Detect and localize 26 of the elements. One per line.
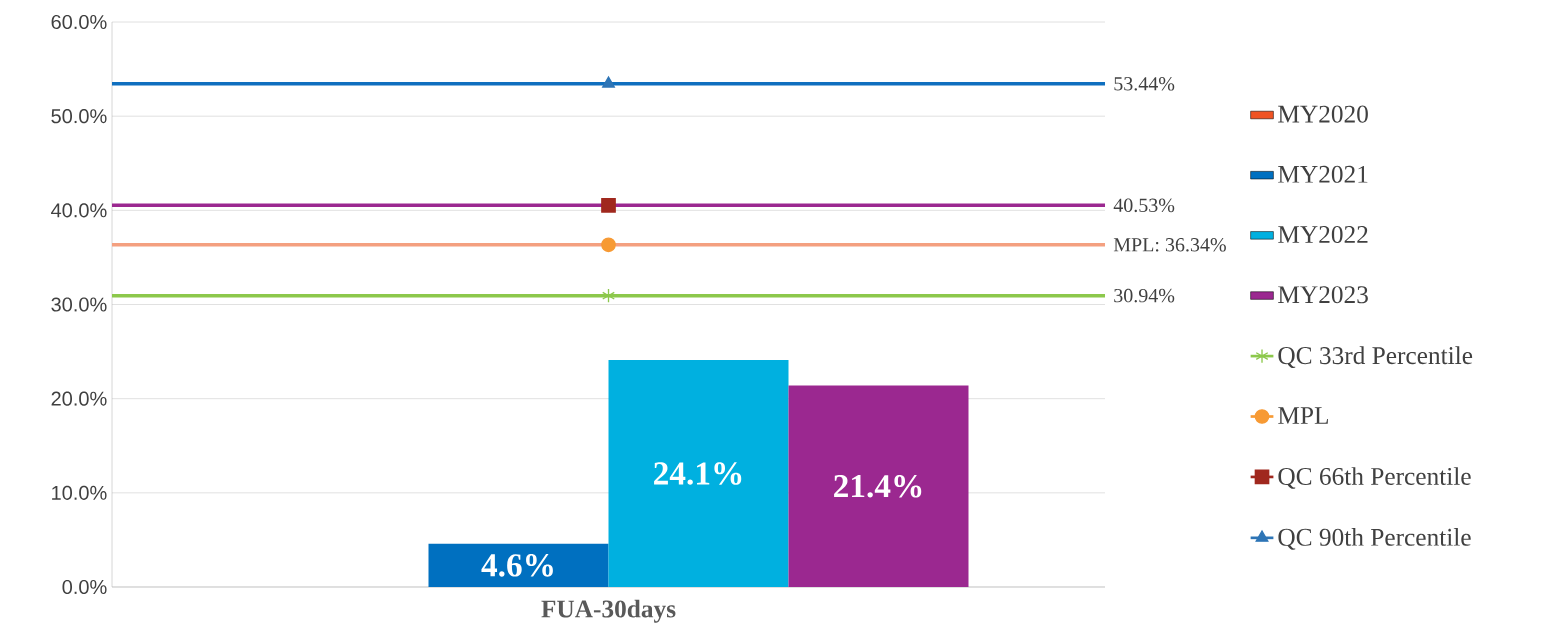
y-tick-label: 40.0% (51, 203, 107, 218)
y-tick-label: 20.0% (51, 391, 107, 406)
legend-label: MY2023 (1278, 286, 1368, 304)
y-tick-label: 0.0% (62, 579, 107, 595)
y-tick-label: 10.0% (52, 485, 107, 500)
legend-label: MY2021 (1278, 165, 1368, 183)
ref-line-label: 30.94% (1114, 288, 1175, 303)
legend-label: QC 33rd Percentile (1278, 346, 1473, 368)
ref-line-label: MPL: 36.34% (1113, 238, 1226, 252)
legend-label: QC 66th Percentile (1278, 467, 1471, 489)
x-tick-label: FUA-30days (541, 599, 676, 623)
legend-label: MY2020 (1278, 105, 1368, 123)
ref-line-label: 53.44% (1114, 76, 1175, 91)
bar (788, 385, 969, 587)
bar (428, 543, 609, 587)
legend-label: QC 90th Percentile (1278, 528, 1471, 550)
y-tick-label: 30.0% (51, 297, 107, 312)
y-tick-label: 60.0% (51, 14, 107, 30)
data-label: 24.1% (654, 462, 742, 485)
data-label: 21.4% (834, 474, 922, 498)
ref-line-label: 40.53% (1113, 198, 1175, 213)
y-tick-label: 50.0% (51, 109, 107, 124)
legend-label: MY2022 (1278, 225, 1368, 244)
legend-label: MPL (1278, 407, 1328, 424)
data-label: 4.6% (481, 554, 553, 577)
bar (608, 360, 789, 587)
